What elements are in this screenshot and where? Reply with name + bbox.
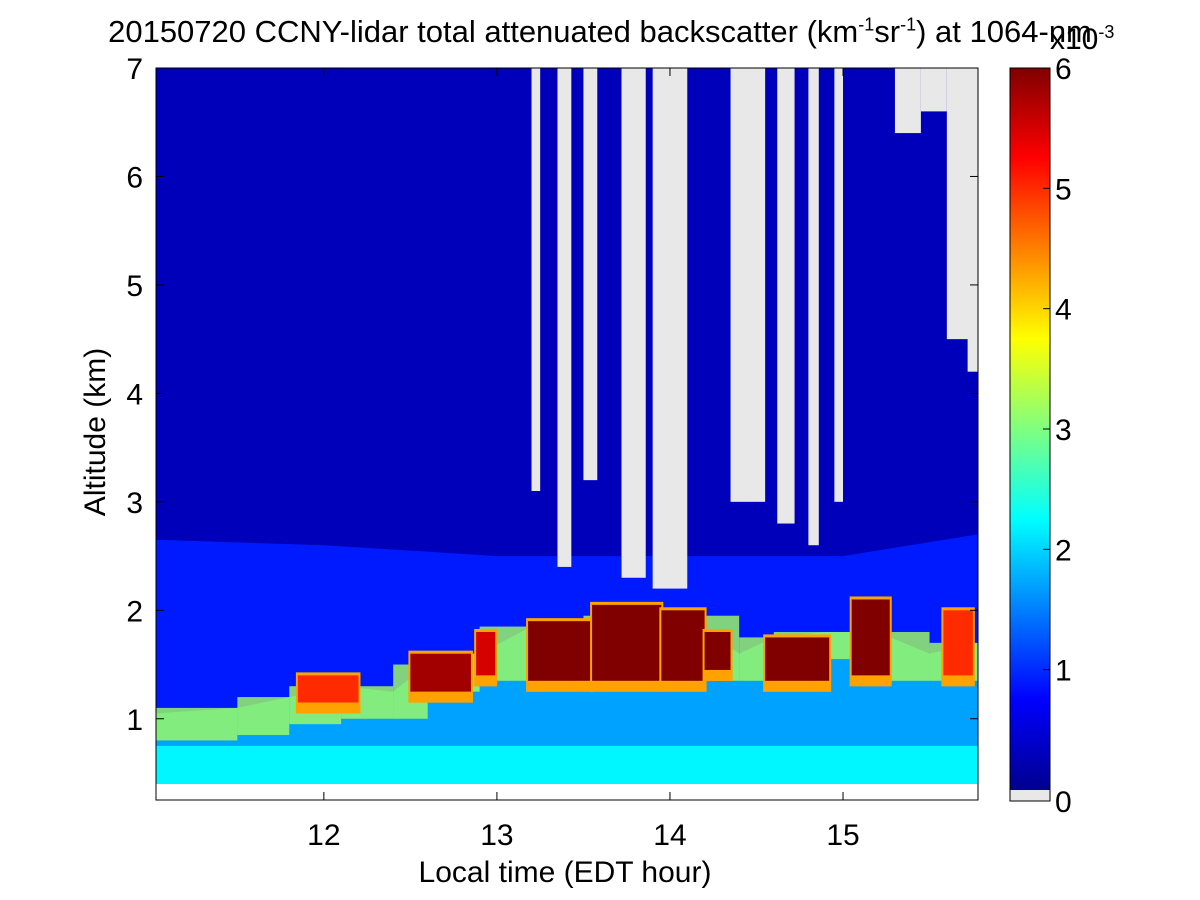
colorbar-tick-label: 2 (1055, 534, 1072, 567)
x-tick-label: 12 (307, 819, 340, 852)
x-tick-label: 13 (480, 819, 513, 852)
no-data-gap (531, 68, 541, 491)
x-tick-label: 15 (826, 819, 859, 852)
no-data-gap (967, 68, 978, 372)
cloud-block (704, 631, 731, 670)
cloud-block (943, 610, 973, 676)
x-axis: 12 13 14 15 (307, 68, 860, 852)
colorbar-exponent: x10-3 (1050, 22, 1115, 56)
no-data-gap (777, 68, 795, 524)
no-data-gap (730, 68, 766, 502)
colorbar-tick-label: 1 (1055, 655, 1072, 688)
y-axis: 1 2 3 4 5 6 7 (126, 53, 978, 737)
y-tick-label: 3 (126, 487, 143, 520)
no-data-gap (621, 68, 646, 578)
no-data-gap (920, 68, 947, 112)
no-data-gap (834, 68, 844, 502)
x-tick-label: 14 (653, 819, 686, 852)
y-tick-label: 4 (126, 378, 143, 411)
no-data-gap (557, 68, 572, 567)
entrainment-zone-segment (156, 707, 238, 741)
y-tick-label: 7 (126, 53, 143, 86)
colorbar-tick-label: 0 (1055, 786, 1072, 819)
colorbar-tick-label: 3 (1055, 414, 1072, 447)
plot-frame (155, 67, 979, 801)
entrainment-zone-segment (237, 697, 290, 736)
cloud-block (410, 653, 471, 692)
cloud-block (661, 610, 705, 681)
y-tick-label: 2 (126, 595, 143, 628)
chart-title: 20150720 CCNY-lidar total attenuated bac… (108, 14, 1092, 49)
y-tick-label: 5 (126, 270, 143, 303)
colorbar: 0 1 2 3 4 5 6 (1009, 53, 1072, 819)
x-axis-label: Local time (EDT hour) (418, 856, 712, 889)
cloud-block (592, 604, 662, 681)
cloud-block (297, 675, 359, 703)
no-data-gap (583, 68, 598, 481)
near-surface-band (156, 745, 978, 784)
colorbar-no-data-swatch (1010, 790, 1050, 801)
cloud-block (476, 631, 496, 676)
no-data-gap (894, 68, 921, 134)
y-tick-label: 1 (126, 704, 143, 737)
y-tick-label: 6 (126, 161, 143, 194)
heatmap-area (156, 68, 978, 784)
y-axis-label: Altitude (km) (79, 347, 112, 517)
cloud-block (765, 637, 830, 681)
colorbar-frame (1009, 67, 1051, 802)
colorbar-tick-label: 5 (1055, 173, 1072, 206)
cloud-block (851, 599, 890, 676)
no-data-gap (808, 68, 819, 546)
no-data-gap (652, 68, 688, 589)
colorbar-tick-label: 6 (1055, 53, 1072, 86)
cloud-block (528, 621, 593, 681)
colorbar-tick-label: 4 (1055, 294, 1072, 327)
